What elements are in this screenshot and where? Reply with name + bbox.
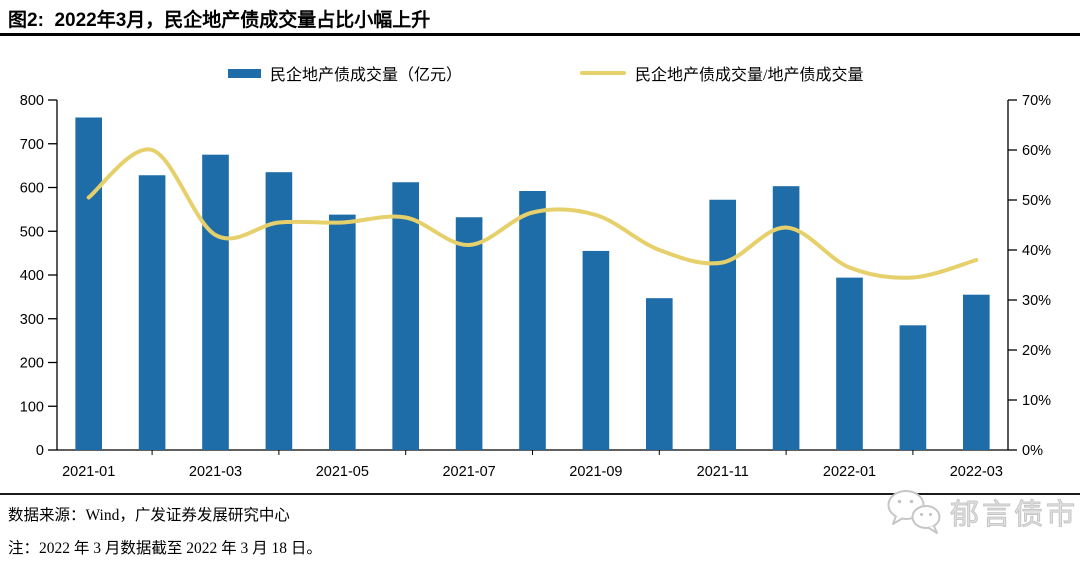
right-tick-label: 30% [1022,293,1051,309]
right-tick-label: 0% [1022,443,1043,459]
title-divider [0,33,1080,36]
x-tick-label: 2021-09 [569,464,622,480]
left-tick-label: 800 [20,93,44,109]
left-tick-label: 400 [20,268,44,284]
figure-title: 图2: 2022年3月，民企地产债成交量占比小幅上升 [8,10,431,31]
x-tick-label: 2022-01 [823,464,876,480]
x-tick-label: 2021-03 [189,464,242,480]
wechat-brand: 郁言债市 [882,487,1078,537]
x-tick-label: 2022-03 [950,464,1003,480]
bar-2021-07 [455,217,483,450]
left-tick-label: 700 [20,137,44,153]
bar-2022-02 [899,325,927,450]
bar-2021-10 [645,298,673,450]
bar-2021-09 [582,250,610,450]
bar-2021-08 [519,191,546,450]
bar-series-label: 民企地产债成交量（亿元） [270,67,463,84]
chart-legend: 民企地产债成交量（亿元） 民企地产债成交量/地产债成交量 [0,61,1080,85]
bar-2021-03 [202,154,229,450]
bar-2021-01 [75,117,103,450]
left-tick-label: 300 [20,312,44,328]
bar-2021-04 [265,172,293,450]
figure-note: 注：2022 年 3 月数据截至 2022 年 3 月 18 日。 [8,540,322,557]
right-tick-label: 20% [1022,343,1051,359]
x-tick-label: 2021-07 [442,464,495,480]
footer-divider [0,493,1080,495]
line-series-swatch [580,71,627,75]
right-tick-label: 60% [1022,143,1051,159]
left-tick-label: 100 [20,399,44,415]
line-series-label: 民企地产债成交量/地产债成交量 [635,67,864,84]
bar-2022-03 [962,294,990,450]
bar-2021-11 [709,199,737,450]
right-tick-label: 10% [1022,393,1051,409]
left-tick-label: 600 [20,181,44,197]
combo-chart: 800 700 600 500 400 300 200 100 0 70% 60% 50% 40% 30%… [20,93,1051,480]
wechat-icon [887,490,941,534]
left-tick-label: 200 [20,356,44,372]
bar-2021-05 [328,214,356,450]
left-tick-label: 0 [36,443,44,459]
data-source-note: 数据来源：Wind，广发证券发展研究中心 [8,507,290,524]
ratio-line [86,147,979,280]
bar-series-swatch [228,68,261,78]
bar-2022-01 [836,277,863,450]
x-tick-label: 2021-01 [62,464,115,480]
brand-name: 郁言债市 [949,499,1079,532]
bar-2021-02 [138,175,166,450]
bar-2021-06 [392,182,420,450]
x-tick-label: 2021-05 [316,464,369,480]
legend-item-bars: 民企地产债成交量（亿元） [228,61,462,85]
right-tick-label: 40% [1022,243,1051,259]
x-tick-label: 2021-11 [697,464,749,480]
left-tick-label: 500 [20,224,44,240]
right-tick-label: 50% [1022,193,1051,209]
legend-item-line: 民企地产债成交量/地产债成交量 [580,61,863,85]
right-tick-label: 70% [1022,93,1051,109]
